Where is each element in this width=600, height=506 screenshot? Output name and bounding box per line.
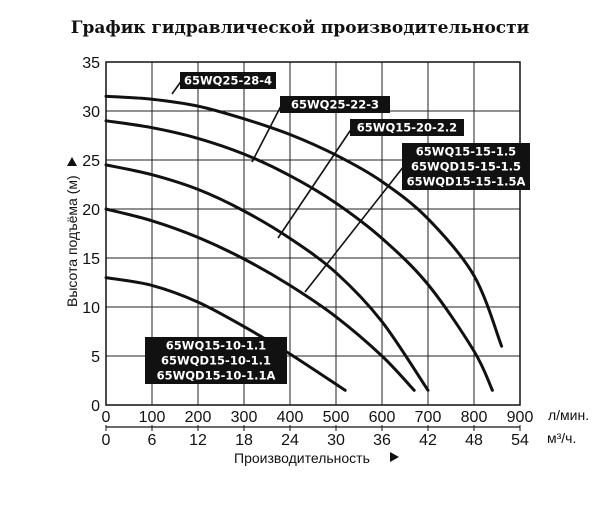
x2-tick-label: 18	[235, 432, 253, 449]
x2-tick-label: 54	[511, 432, 529, 449]
y-tick-label: 15	[82, 251, 100, 268]
series-curve-1	[104, 207, 416, 392]
series-curve-3	[104, 119, 494, 392]
x2-tick-label: 6	[148, 432, 157, 449]
x-tick-label: 700	[415, 409, 442, 426]
y-axis-title: Высота подъёма (м)	[64, 157, 80, 307]
x-tick-label: 100	[139, 409, 166, 426]
series-label-box	[402, 143, 530, 190]
series-label-text: 65WQ25-22-3	[291, 98, 379, 112]
series-label-text: 65WQ15-15-1.5	[416, 145, 516, 159]
y-tick-label: 10	[82, 300, 100, 317]
series-label-text: 65WQ25-28-4	[184, 74, 272, 88]
series-label-text: 65WQ15-20-2.2	[357, 121, 457, 135]
y-tick-label: 35	[82, 55, 100, 72]
x-axis-label: Производительность	[234, 450, 370, 466]
x-tick-label: 200	[185, 409, 212, 426]
y-tick-label: 25	[82, 153, 100, 170]
x-unit-secondary: м³/ч.	[547, 430, 576, 446]
series-label-box	[180, 72, 276, 89]
x2-tick-label: 42	[419, 432, 437, 449]
curves	[104, 94, 504, 392]
x-axis-title: Производительность	[234, 450, 399, 466]
label-leader-line	[277, 127, 353, 239]
x-unit-primary: л/мин.	[548, 407, 589, 423]
x-tick-label: 800	[461, 409, 488, 426]
y-tick-label: 20	[82, 202, 100, 219]
tick-labels: 0010062001230018400245003060036700428004…	[82, 55, 533, 449]
y-axis-arrow-icon	[67, 157, 77, 166]
x2-tick-label: 12	[189, 432, 207, 449]
x2-tick-label: 36	[373, 432, 391, 449]
label-leader-line	[304, 165, 405, 293]
x-tick-label: 600	[369, 409, 396, 426]
axes	[105, 61, 521, 431]
y-tick-label: 0	[91, 398, 100, 415]
series-label-text: 65WQD15-15-1.5A	[407, 175, 526, 189]
series-label-text: 65WQD15-10-1.1	[161, 354, 271, 368]
x2-tick-label: 0	[102, 432, 111, 449]
x-tick-label: 0	[102, 409, 111, 426]
label-leader-line	[251, 103, 283, 163]
series-label-box	[145, 337, 287, 384]
x2-tick-label: 48	[465, 432, 483, 449]
y-tick-label: 30	[82, 104, 100, 121]
series-label-box	[280, 96, 390, 113]
series-label-text: 65WQ15-10-1.1	[166, 339, 266, 353]
x-tick-label: 500	[323, 409, 350, 426]
plot-frame	[105, 61, 521, 406]
series-curve-2	[104, 163, 430, 392]
x-tick-label: 400	[277, 409, 304, 426]
series-label-text: 65WQD15-15-1.5	[411, 160, 521, 174]
series-label-text: 65WQD15-10-1.1A	[157, 369, 276, 383]
series-curve-4	[104, 94, 504, 348]
x-tick-label: 300	[231, 409, 258, 426]
chart-title: График гидравлической производительности	[70, 18, 530, 38]
series-label-box	[350, 119, 464, 136]
x-tick-label: 900	[507, 409, 534, 426]
series-curve-0	[104, 276, 347, 392]
y-axis-label: Высота подъёма (м)	[64, 175, 80, 307]
x2-tick-label: 24	[281, 432, 299, 449]
x-axis-arrow-icon	[390, 452, 399, 462]
x2-tick-label: 30	[327, 432, 345, 449]
series-labels: 65WQ25-28-4 65WQ25-22-3 65WQ15-20-2.2 65WQ1…	[145, 72, 530, 384]
y-tick-label: 5	[91, 349, 100, 366]
